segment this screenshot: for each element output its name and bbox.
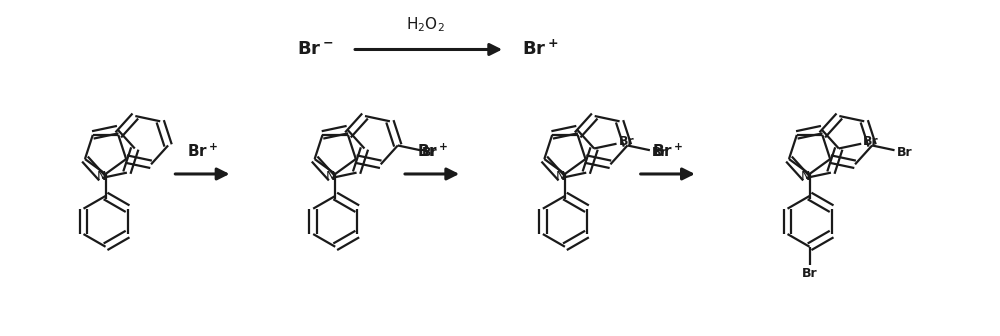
Text: Br: Br <box>802 267 817 280</box>
Text: $\mathbf{Br^+}$: $\mathbf{Br^+}$ <box>187 142 218 160</box>
Text: N: N <box>556 169 565 182</box>
Text: Br: Br <box>863 135 879 148</box>
Text: N: N <box>96 169 106 182</box>
Text: Br: Br <box>619 135 634 148</box>
Text: Br: Br <box>652 146 668 159</box>
Text: $\mathbf{Br^-}$: $\mathbf{Br^-}$ <box>297 41 333 58</box>
Text: $\mathbf{Br^+}$: $\mathbf{Br^+}$ <box>652 142 683 160</box>
Text: Br: Br <box>422 146 438 159</box>
Text: $\mathbf{Br^+}$: $\mathbf{Br^+}$ <box>417 142 448 160</box>
Text: N: N <box>800 169 810 182</box>
Text: $\mathbf{Br^+}$: $\mathbf{Br^+}$ <box>522 40 558 59</box>
Text: H$_2$O$_2$: H$_2$O$_2$ <box>406 15 444 34</box>
Text: N: N <box>326 169 335 182</box>
Text: Br: Br <box>897 146 912 159</box>
